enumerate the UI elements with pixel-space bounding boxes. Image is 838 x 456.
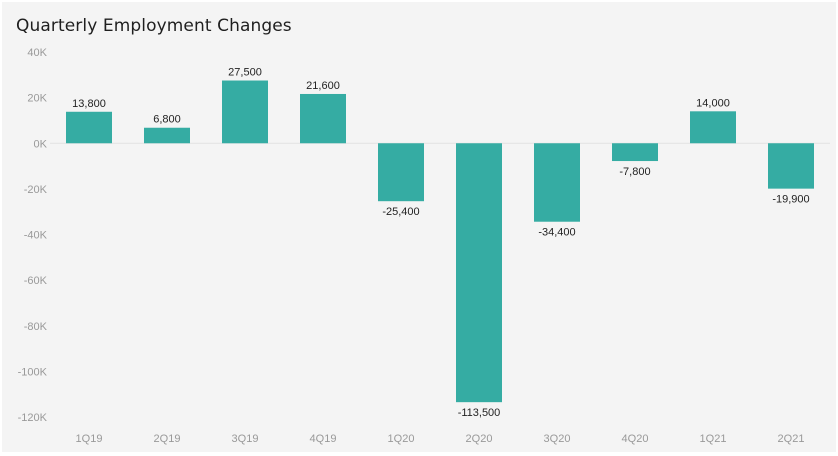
x-tick-label: 4Q20 — [622, 433, 649, 445]
y-tick-label: -80K — [24, 321, 48, 333]
bar — [378, 143, 424, 202]
bar-value-label: 6,800 — [153, 114, 181, 126]
bar — [300, 93, 346, 144]
x-tick-label: 1Q20 — [388, 433, 415, 445]
x-tick-label: 2Q20 — [466, 433, 493, 445]
bar — [768, 143, 814, 189]
bar-value-label: 13,800 — [72, 98, 106, 110]
bar-value-label: -19,900 — [772, 194, 809, 206]
y-tick-label: 20K — [27, 93, 47, 105]
bar — [222, 80, 268, 144]
y-tick-label: 40K — [27, 47, 47, 59]
bar-value-label: 21,600 — [306, 80, 340, 92]
x-tick-label: 4Q19 — [310, 433, 337, 445]
bar — [456, 143, 502, 403]
bar-value-label: -7,800 — [619, 166, 650, 178]
chart-title: Quarterly Employment Changes — [16, 16, 292, 36]
y-tick-label: -20K — [24, 184, 48, 196]
bar-value-label: -113,500 — [458, 407, 501, 419]
x-tick-label: 3Q20 — [544, 433, 571, 445]
bar — [66, 111, 112, 144]
x-tick-label: 3Q19 — [232, 433, 259, 445]
x-tick-label: 1Q19 — [76, 433, 103, 445]
bar — [612, 143, 658, 162]
y-tick-label: -120K — [18, 412, 48, 424]
y-tick-label: -40K — [24, 230, 48, 242]
y-tick-label: -100K — [18, 366, 48, 378]
bar — [534, 143, 580, 222]
y-tick-label: -60K — [24, 275, 48, 287]
bar-value-label: 27,500 — [228, 67, 262, 79]
bar — [144, 127, 190, 144]
x-tick-label: 1Q21 — [700, 433, 727, 445]
bar — [690, 111, 736, 144]
y-tick-label: 0K — [34, 138, 48, 150]
bar-value-label: -34,400 — [538, 227, 575, 239]
bar-value-label: 14,000 — [696, 97, 730, 109]
x-tick-label: 2Q21 — [778, 433, 805, 445]
bar-value-label: -25,400 — [382, 206, 419, 218]
x-tick-label: 2Q19 — [154, 433, 181, 445]
